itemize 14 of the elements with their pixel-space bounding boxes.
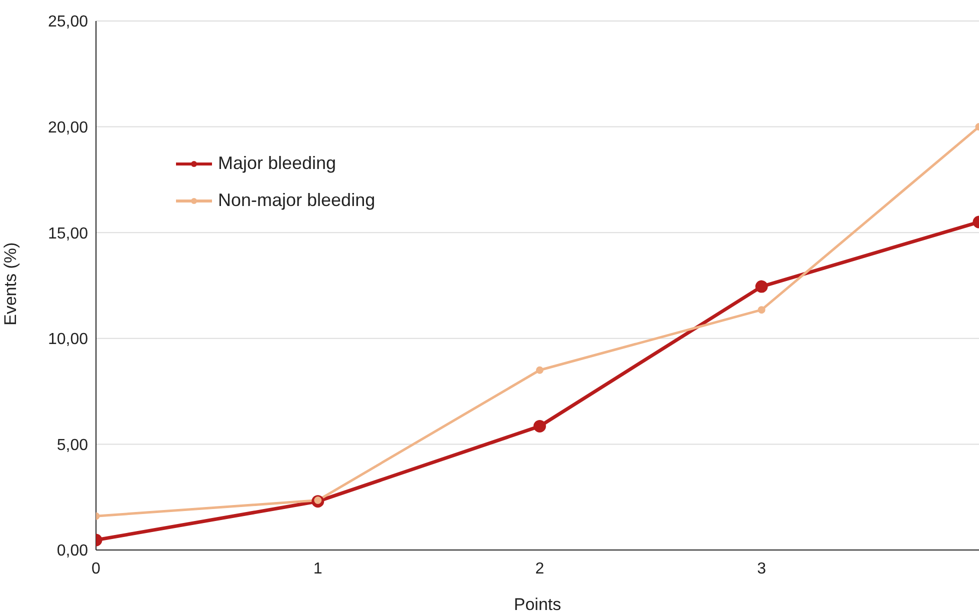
- x-tick-label: 0: [92, 560, 101, 578]
- x-axis-title: Points: [514, 595, 562, 614]
- y-axis-title: Events (%): [1, 242, 20, 326]
- x-tick-label: 2: [535, 560, 544, 578]
- y-tick-label: 25,00: [48, 14, 88, 31]
- x-tick-label: 3: [757, 560, 766, 578]
- y-tick-label: 0,00: [56, 542, 88, 560]
- x-tick-label: 1: [313, 560, 322, 578]
- y-tick-label: 15,00: [48, 225, 88, 242]
- y-tick-label: 20,00: [48, 119, 88, 136]
- legend-label: Non-major bleeding: [218, 190, 376, 211]
- legend-label: Major bleeding: [218, 153, 336, 174]
- y-tick-label: 10,00: [48, 331, 88, 348]
- y-tick-label: 5,00: [56, 436, 88, 454]
